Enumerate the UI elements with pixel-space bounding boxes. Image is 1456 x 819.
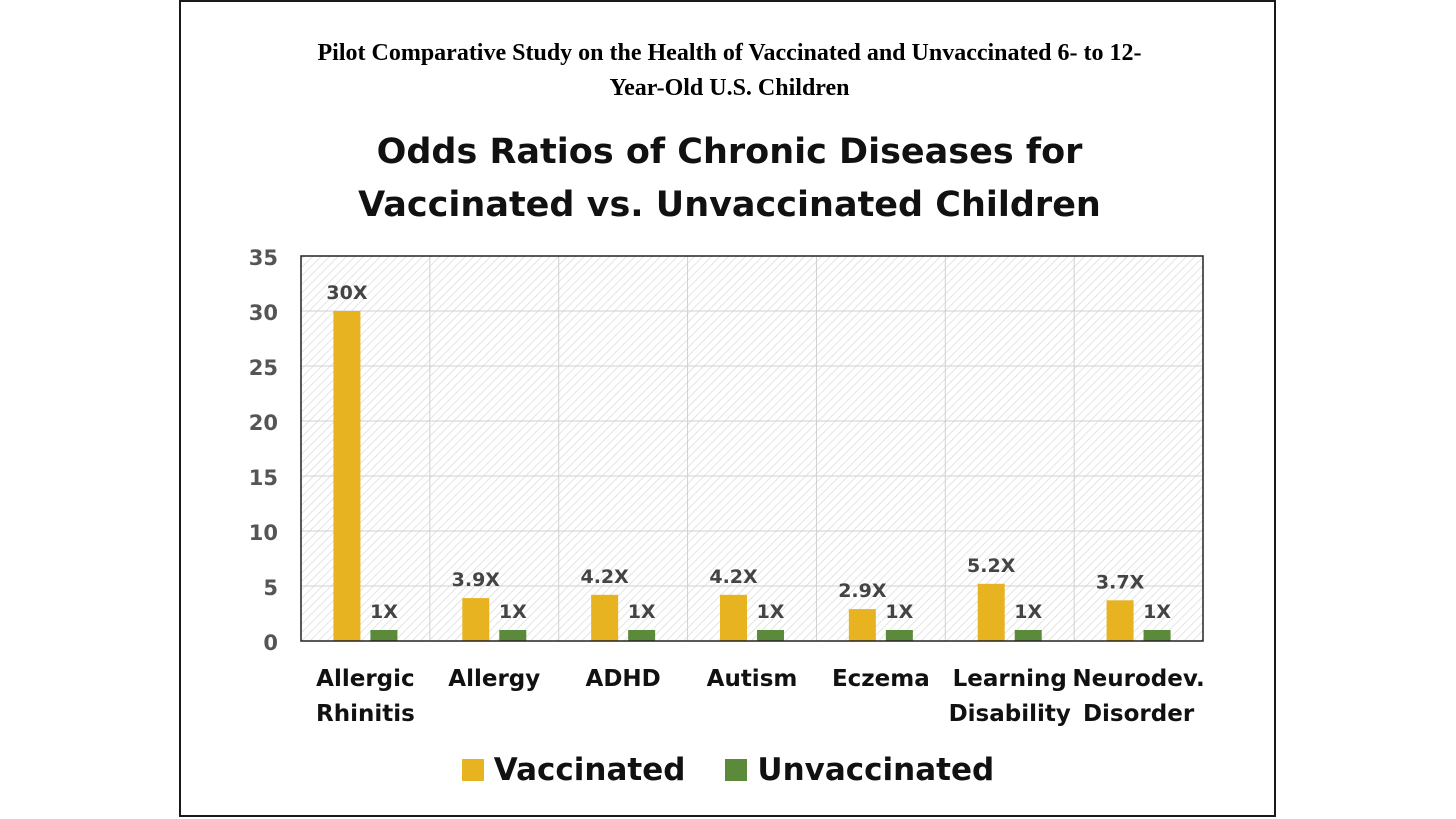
x-category-label-line: Eczema — [832, 666, 930, 692]
bar-vaccinated — [977, 583, 1005, 641]
chart-title-line-2: Vaccinated vs. Unvaccinated Children — [358, 185, 1101, 225]
x-category-label-line: Allergic — [316, 666, 415, 692]
grid-lines — [301, 256, 1203, 641]
x-category-label: Learning Disability — [949, 666, 1071, 727]
paper-title-line-2: Year-Old U.S. Children — [609, 75, 850, 101]
plot-border — [300, 255, 1204, 642]
bar-unvaccinated — [757, 630, 784, 641]
x-category-label: Neurodev. Disorder — [1072, 666, 1204, 727]
legend-item-vaccinated: Vaccinated — [461, 752, 686, 788]
bar-unvaccinated — [628, 630, 656, 641]
data-label-unvaccinated: 1X — [370, 601, 398, 623]
bar-vaccinated — [591, 594, 619, 641]
bar-unvaccinated — [370, 630, 398, 641]
data-label-vaccinated: 2.9X — [838, 580, 887, 602]
x-category-label: Allergy — [448, 666, 540, 692]
x-axis-categories: Allergic Rhinitis Allergy ADHD Autism Eczema L… — [316, 666, 1205, 727]
data-label-vaccinated: 4.2X — [580, 566, 629, 588]
x-category-label-line: Disability — [949, 701, 1071, 727]
chart-title: Odds Ratios of Chronic Diseases for Vacc… — [181, 126, 1278, 232]
x-category-label-line: Learning — [953, 666, 1067, 692]
x-category-label-line: Rhinitis — [316, 701, 415, 727]
y-tick-label: 0 — [263, 631, 278, 655]
paper-title-line-1: Pilot Comparative Study on the Health of… — [317, 40, 1142, 66]
legend: Vaccinated Unvaccinated — [0, 748, 1456, 792]
bar-vaccinated — [848, 609, 876, 641]
y-tick-label: 30 — [249, 301, 278, 325]
y-tick-label: 25 — [249, 356, 278, 380]
x-category-label: Autism — [707, 666, 798, 692]
bar-vaccinated — [462, 598, 490, 641]
data-label-unvaccinated: 1X — [628, 601, 656, 623]
bars — [333, 311, 1171, 641]
x-category-label-line: Allergy — [448, 666, 540, 692]
y-tick-label: 35 — [249, 246, 278, 270]
bar-unvaccinated — [885, 630, 913, 641]
bar-vaccinated — [1106, 600, 1134, 641]
chart-title-line-1: Odds Ratios of Chronic Diseases for — [376, 132, 1083, 172]
y-tick-label: 15 — [249, 466, 278, 490]
data-labels: 30X1X3.9X1X4.2X1X4.2X1X2.9X1X5.2X1X3.7X1… — [326, 282, 1171, 623]
data-label-unvaccinated: 1X — [757, 601, 785, 623]
data-label-vaccinated: 3.7X — [1096, 571, 1145, 593]
x-category-label: Eczema — [832, 666, 930, 692]
data-label-unvaccinated: 1X — [1014, 601, 1042, 623]
paper-title: Pilot Comparative Study on the Health of… — [181, 36, 1278, 106]
bar-vaccinated — [720, 594, 747, 641]
data-label-vaccinated: 4.2X — [709, 566, 758, 588]
y-tick-label: 5 — [263, 576, 278, 600]
data-label-unvaccinated: 1X — [1143, 601, 1171, 623]
x-category-label-line: ADHD — [586, 666, 661, 692]
plot-area — [301, 256, 1203, 641]
bar-unvaccinated — [1014, 630, 1042, 641]
legend-swatch-vaccinated — [461, 759, 484, 781]
bar-unvaccinated — [499, 630, 527, 641]
data-label-unvaccinated: 1X — [885, 601, 913, 623]
bar-unvaccinated — [1143, 630, 1171, 641]
bar-vaccinated — [333, 311, 361, 641]
legend-label-vaccinated: Vaccinated — [493, 752, 686, 788]
legend-label-unvaccinated: Unvaccinated — [757, 752, 995, 788]
x-category-label: Allergic Rhinitis — [316, 666, 415, 727]
x-category-label-line: Autism — [707, 666, 798, 692]
y-tick-label: 10 — [249, 521, 278, 545]
x-category-label-line: Neurodev. — [1072, 666, 1204, 692]
data-label-vaccinated: 5.2X — [967, 555, 1016, 577]
legend-swatch-unvaccinated — [725, 759, 748, 781]
y-axis-ticks: 0 5 10 15 20 25 30 35 — [249, 246, 278, 655]
y-tick-label: 20 — [249, 411, 278, 435]
data-label-unvaccinated: 1X — [499, 601, 527, 623]
x-category-label: ADHD — [586, 666, 661, 692]
x-category-label-line: Disorder — [1083, 701, 1195, 727]
legend-item-unvaccinated: Unvaccinated — [725, 752, 994, 788]
data-label-vaccinated: 3.9X — [452, 569, 501, 591]
data-label-vaccinated: 30X — [326, 282, 367, 304]
